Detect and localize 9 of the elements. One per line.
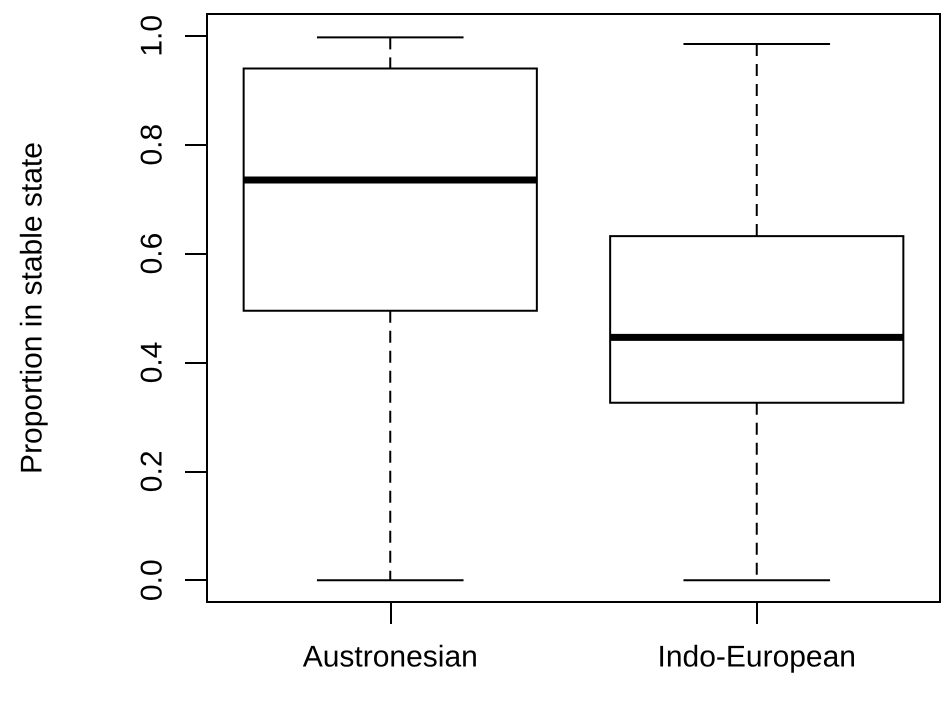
y-axis-title: Proportion in stable state (16, 142, 48, 474)
x-tick-label: Indo-European (658, 640, 856, 674)
y-tick-label: 0.8 (136, 124, 168, 166)
y-tick-label: 1.0 (136, 14, 168, 57)
y-tick-label: 0.2 (136, 450, 168, 492)
y-tick-label: 0.0 (136, 559, 168, 602)
x-tick-label: Austronesian (302, 640, 478, 674)
y-tick-label: 0.4 (136, 342, 168, 384)
y-tick-label: 0.6 (136, 232, 168, 274)
